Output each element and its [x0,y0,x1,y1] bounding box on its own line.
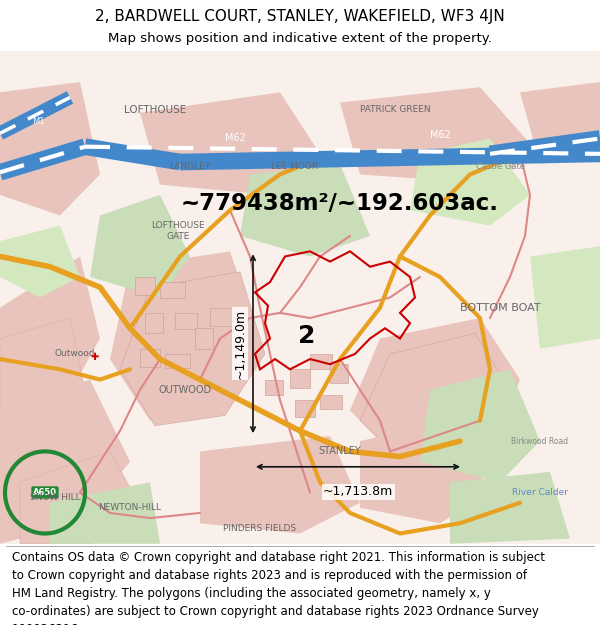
Text: 2, BARDWELL COURT, STANLEY, WAKEFIELD, WF3 4JN: 2, BARDWELL COURT, STANLEY, WAKEFIELD, W… [95,9,505,24]
Text: LOFTHOUSE
GATE: LOFTHOUSE GATE [151,221,205,241]
Polygon shape [140,92,320,195]
Text: STANLEY: STANLEY [319,446,361,456]
Polygon shape [120,272,265,426]
Text: Contains OS data © Crown copyright and database right 2021. This information is : Contains OS data © Crown copyright and d… [12,551,545,625]
Polygon shape [340,87,530,184]
Text: OUTWOOD: OUTWOOD [158,385,212,395]
Polygon shape [0,82,100,216]
Text: Map shows position and indicative extent of the property.: Map shows position and indicative extent… [108,32,492,45]
Polygon shape [310,354,332,369]
Polygon shape [0,226,80,298]
Polygon shape [0,379,130,544]
Text: SNOW HILL: SNOW HILL [29,493,80,502]
Text: 2: 2 [298,324,316,349]
Text: BOTTOM BOAT: BOTTOM BOAT [460,302,541,312]
Polygon shape [360,421,490,523]
Text: ~1,713.8m: ~1,713.8m [323,485,393,498]
Polygon shape [265,379,283,395]
Polygon shape [160,282,185,298]
Text: M1: M1 [32,116,44,126]
Text: ~779438m²/~192.603ac.: ~779438m²/~192.603ac. [181,192,499,214]
Polygon shape [90,195,190,298]
Polygon shape [210,308,232,326]
Polygon shape [135,277,155,296]
Text: LOFTHOUSE: LOFTHOUSE [124,105,186,115]
Text: LEE MOOR: LEE MOOR [271,162,319,171]
Text: Castle Gate: Castle Gate [476,162,524,171]
Polygon shape [420,369,540,482]
Text: ~1,149.0m: ~1,149.0m [233,309,247,379]
Polygon shape [20,451,150,544]
Polygon shape [330,364,348,382]
Polygon shape [50,482,160,544]
Text: A650: A650 [33,488,57,497]
Text: ✚: ✚ [91,352,99,362]
Text: PINDERS FIELDS: PINDERS FIELDS [223,524,296,533]
Polygon shape [110,251,260,421]
Polygon shape [140,349,160,368]
Text: River Calder: River Calder [512,488,568,497]
Polygon shape [295,400,315,416]
Polygon shape [200,436,360,534]
Polygon shape [350,318,520,462]
Polygon shape [450,472,570,544]
Polygon shape [195,328,213,349]
Polygon shape [320,395,342,409]
Polygon shape [0,256,100,441]
Polygon shape [0,318,85,462]
Text: Birkwood Road: Birkwood Road [511,437,569,446]
Polygon shape [165,354,190,368]
Polygon shape [175,313,197,329]
Polygon shape [145,313,163,333]
Polygon shape [530,246,600,349]
Text: PATRICK GREEN: PATRICK GREEN [359,105,430,114]
Text: Outwood: Outwood [55,349,95,358]
Text: NEWTON-HILL: NEWTON-HILL [98,503,161,512]
Polygon shape [240,164,370,256]
Polygon shape [360,333,510,467]
Text: M62: M62 [224,134,245,144]
Text: LANGLEY: LANGLEY [169,162,211,171]
Polygon shape [410,139,530,226]
Text: M62: M62 [430,131,451,141]
Polygon shape [520,82,600,164]
Polygon shape [290,369,310,388]
